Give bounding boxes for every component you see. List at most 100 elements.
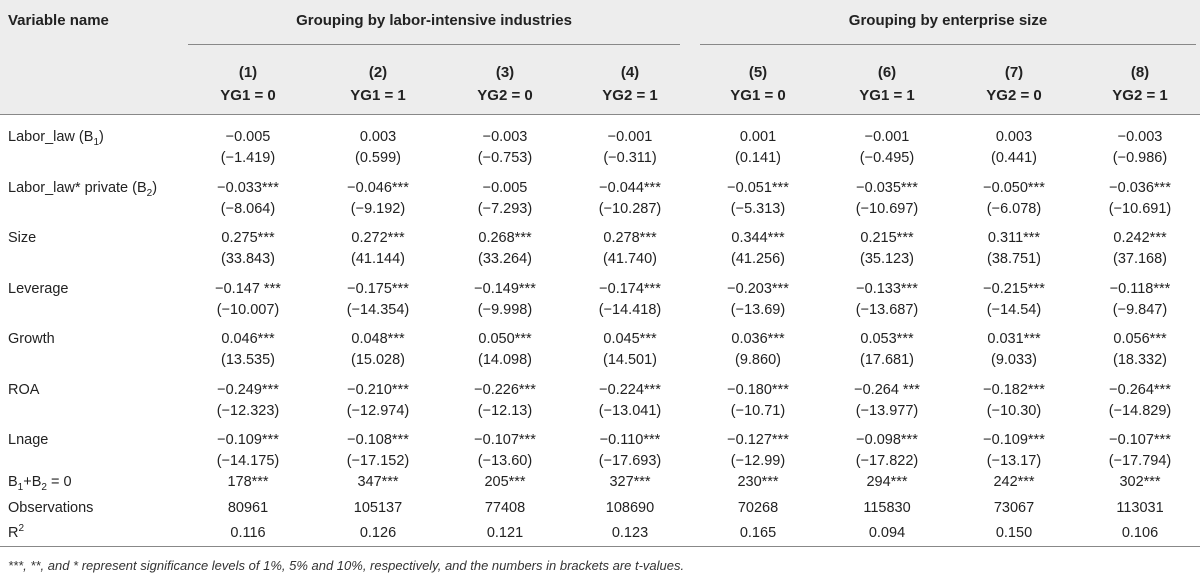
header-bottom-rule [0, 114, 1200, 115]
t-value-cell: (13.535) [220, 352, 275, 368]
r2-cell: 0.123 [611, 525, 649, 541]
coefficient-cell: 0.268*** [478, 230, 532, 246]
coefficient-cell: −0.005 [225, 129, 271, 145]
coefficient-cell: −0.036*** [1109, 179, 1171, 196]
t-value-cell: (−17.693) [598, 453, 662, 469]
coefficient-cell: −0.210*** [347, 381, 409, 398]
t-value-cell: (−10.697) [855, 200, 919, 217]
r2-cell: 0.121 [486, 525, 524, 541]
observations-cell: 113031 [1116, 500, 1164, 516]
coefficient-cell: 0.001 [739, 129, 777, 145]
t-value-cell: (−0.753) [477, 150, 533, 166]
test-label-eq: = 0 [46, 474, 72, 490]
coefficient-cell: −0.215*** [983, 280, 1045, 297]
t-value-cell: (−6.078) [986, 200, 1042, 217]
row-label-text: Labor_law* private (B [8, 179, 147, 196]
coefficient-cell: −0.109*** [217, 432, 279, 448]
coefficient-cell: −0.203*** [727, 280, 789, 297]
t-value-cell: (−1.419) [220, 150, 276, 166]
t-value-cell: (−9.998) [477, 301, 533, 318]
coefficient-cell: −0.174*** [599, 280, 661, 297]
row-label-text: Lnage [8, 432, 49, 448]
coefficient-cell: 0.036*** [731, 331, 785, 347]
group1-title: Grouping by labor-intensive industries [296, 12, 572, 29]
t-value-cell: (35.123) [859, 251, 914, 267]
t-value-cell: (−10.71) [730, 402, 786, 419]
test-value-cell: 242*** [993, 474, 1035, 490]
r2-cell: 0.094 [868, 525, 906, 541]
t-value-cell: (−8.064) [220, 200, 276, 217]
t-value-cell: (−14.54) [986, 301, 1042, 318]
t-value-cell: (−10.007) [216, 301, 280, 318]
coefficient-cell: −0.001 [864, 129, 910, 145]
coefficient-cell: 0.311*** [987, 230, 1041, 246]
column-condition: YG1 = 1 [350, 87, 406, 104]
t-value-cell: (−13.977) [855, 402, 919, 419]
r2-label: R2 [8, 524, 24, 542]
t-value-cell: (−12.13) [477, 402, 533, 419]
group1-rule [188, 44, 680, 45]
coefficient-cell: −0.001 [607, 129, 653, 145]
t-value-cell: (18.332) [1112, 352, 1167, 368]
t-value-cell: (0.599) [355, 150, 401, 166]
column-condition: YG1 = 0 [220, 87, 276, 104]
observations-cell: 70268 [737, 500, 779, 516]
coefficient-cell: −0.133*** [856, 280, 918, 297]
t-value-cell: (−0.495) [859, 150, 915, 166]
row-label-suffix: ) [99, 129, 104, 145]
coefficient-cell: 0.272*** [351, 230, 405, 246]
coefficient-cell: −0.098*** [856, 432, 918, 448]
row-label-text: Size [8, 230, 37, 246]
t-value-cell: (−13.60) [477, 453, 533, 469]
coefficient-cell: −0.050*** [983, 179, 1045, 196]
column-condition: YG2 = 1 [1112, 87, 1168, 104]
variable-name-header: Variable name [8, 12, 109, 29]
t-value-cell: (−10.287) [598, 200, 662, 217]
row-label: ROA [8, 381, 39, 399]
coefficient-cell: −0.149*** [474, 280, 536, 297]
t-value-cell: (−13.687) [855, 301, 919, 318]
column-number: (3) [495, 64, 515, 81]
test-value-cell: 230*** [737, 474, 779, 490]
column-condition: YG1 = 0 [730, 87, 786, 104]
coefficient-cell: −0.224*** [599, 381, 661, 398]
t-value-cell: (−12.99) [730, 453, 786, 469]
coefficient-cell: −0.044*** [599, 179, 661, 196]
test-value-cell: 347*** [357, 474, 399, 490]
row-label-text: Growth [8, 331, 55, 347]
observations-cell: 108690 [605, 500, 655, 516]
coefficient-cell: 0.215*** [860, 230, 914, 246]
coefficient-cell: 0.048*** [351, 331, 405, 347]
t-value-cell: (38.751) [986, 251, 1041, 267]
coefficient-cell: −0.108*** [347, 432, 409, 448]
footnote: ***, **, and * represent significance le… [8, 558, 685, 573]
test-label-plus: +B [23, 474, 42, 490]
coefficient-cell: 0.278*** [603, 230, 657, 246]
group2-rule [700, 44, 1196, 45]
coefficient-cell: 0.050*** [478, 331, 532, 347]
t-value-cell: (−17.152) [346, 453, 410, 469]
t-value-cell: (−12.323) [216, 402, 280, 419]
coefficient-cell: −0.033*** [217, 179, 279, 196]
coefficient-cell: 0.031*** [987, 331, 1041, 347]
t-value-cell: (−9.847) [1112, 301, 1168, 318]
t-value-cell: (−5.313) [730, 200, 786, 217]
t-value-cell: (−7.293) [477, 200, 533, 217]
r2-label-r: R [8, 525, 19, 541]
table-bottom-rule [0, 546, 1200, 547]
t-value-cell: (−14.175) [216, 453, 280, 469]
coefficient-cell: −0.180*** [727, 381, 789, 398]
row-label-subscript: 2 [146, 187, 153, 199]
t-value-cell: (−14.418) [598, 301, 662, 318]
coefficient-cell: −0.035*** [856, 179, 918, 196]
r2-cell: 0.126 [359, 525, 397, 541]
coefficient-cell: 0.344*** [731, 230, 785, 246]
coefficient-cell: −0.107*** [1109, 432, 1171, 448]
test-label-sub1: 1 [17, 481, 24, 493]
t-value-cell: (−12.974) [346, 402, 410, 419]
coefficient-cell: −0.147 *** [215, 280, 281, 297]
coefficient-cell: −0.182*** [983, 381, 1045, 398]
column-number: (2) [368, 64, 388, 81]
coefficient-cell: −0.110*** [599, 432, 661, 448]
observations-cell: 105137 [353, 500, 403, 516]
